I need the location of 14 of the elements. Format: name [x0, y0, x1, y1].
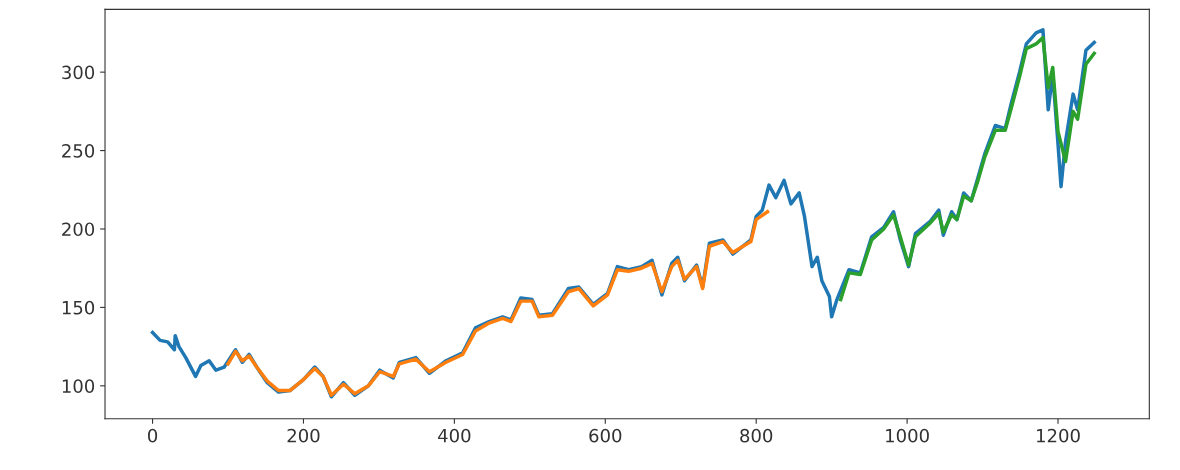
line-series: [226, 209, 770, 397]
line-series: [838, 35, 1096, 302]
y-tick-label: 300: [62, 65, 95, 80]
y-tick-label: 100: [62, 379, 95, 393]
y-tick-label: 150: [62, 300, 95, 315]
x-tick-label: 200: [287, 428, 320, 443]
x-tick-label: 1000: [886, 428, 929, 443]
x-tick-label: 400: [438, 428, 471, 443]
x-tick-label: 0: [148, 428, 158, 443]
x-tick-label: 1200: [1037, 428, 1080, 443]
x-tick-label: 600: [589, 428, 622, 443]
y-tick-label: 200: [62, 222, 95, 237]
y-tick-label: 250: [62, 144, 95, 158]
x-tick-label: 800: [740, 428, 773, 443]
